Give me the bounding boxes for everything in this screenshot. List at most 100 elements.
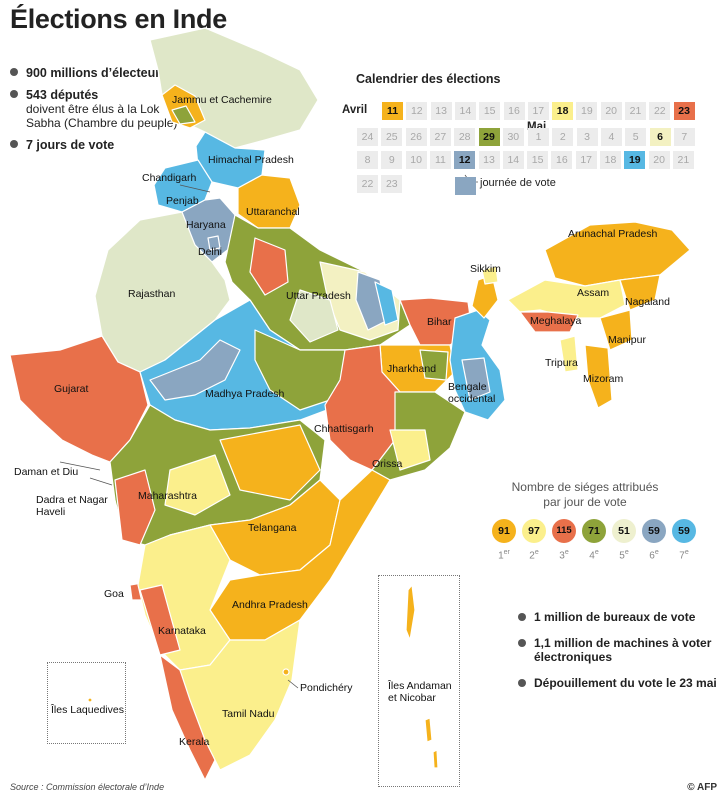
- calendar-day-may-6: 6: [649, 128, 671, 146]
- label-tamil: Tamil Nadu: [222, 708, 275, 720]
- legend-vote-label: journée de vote: [480, 177, 556, 189]
- region-wb-mid: [461, 357, 491, 401]
- seats-phase-5: 51: [612, 519, 636, 543]
- label-jammu: Jammu et Cachemire: [172, 94, 272, 106]
- label-telangana: Telangana: [248, 522, 297, 534]
- calendar-day-april-27: 27: [429, 128, 451, 146]
- label-arunachal: Arunachal Pradesh: [568, 228, 658, 240]
- seats-phase-1: 91: [492, 519, 516, 543]
- calendar-day-may-14: 14: [502, 151, 524, 169]
- region-arunachal: [544, 221, 691, 287]
- label-delhi: Delhi: [198, 246, 222, 258]
- calendar-day-may-21: 21: [672, 151, 694, 169]
- calendar-day-may-13: 13: [478, 151, 500, 169]
- label-uttaranchal: Uttaranchal: [246, 206, 300, 218]
- region-laquedives: [87, 697, 93, 703]
- fact-bold: 900 millions d’électeurs: [26, 66, 168, 80]
- region-mizoram: [584, 344, 613, 409]
- seats-phase-3: 115: [552, 519, 576, 543]
- seats-phase-6: 59: [642, 519, 666, 543]
- calendar-day-may-12: 12: [454, 151, 476, 169]
- andaman-inset: [378, 575, 460, 787]
- calendar-day-april-17: 17: [527, 102, 549, 120]
- label-kerala: Kerala: [179, 736, 210, 748]
- region-up-central: [289, 289, 339, 343]
- page-title: Élections en Inde: [10, 4, 227, 34]
- bullet-icon: [10, 140, 18, 148]
- label-himachal: Himachal Pradesh: [208, 154, 294, 166]
- region-up-west: [249, 237, 289, 296]
- fact-days: 7 jours de vote: [8, 138, 178, 152]
- calendar-day-april-21: 21: [625, 102, 646, 120]
- region-andaman: [405, 584, 416, 641]
- calendar-day-april-24: 24: [357, 128, 378, 146]
- bullet-icon: [518, 613, 526, 621]
- label-haryana: Haryana: [186, 219, 226, 231]
- seats-title: Nombre de siéges attribués par jour de v…: [511, 480, 659, 509]
- calendar-day-may-16: 16: [551, 151, 573, 169]
- calendar-day-april-28: 28: [454, 128, 476, 146]
- calendar-day-april-14: 14: [454, 102, 476, 120]
- calendar-day-april-15: 15: [479, 102, 501, 120]
- label-gujarat: Gujarat: [54, 383, 89, 395]
- region-tripura: [559, 335, 579, 373]
- label-chhattisgarh: Chhattisgarh: [314, 423, 374, 435]
- calendar-day-may-10: 10: [405, 151, 427, 169]
- stat-polling-stations: 1 million de bureaux de vote: [518, 610, 723, 624]
- label-mizoram: Mizoram: [583, 373, 624, 385]
- label-penjab: Penjab: [166, 195, 199, 207]
- calendar-april-label: Avril: [342, 104, 368, 116]
- region-kashmir-valley: [171, 105, 196, 125]
- region-sikkim: [481, 265, 499, 285]
- label-karnataka: Karnataka: [158, 625, 206, 637]
- calendar-day-april-22: 22: [649, 102, 671, 120]
- label-bengale: Bengale occidental: [448, 381, 496, 405]
- calendar-day-may-18: 18: [600, 151, 621, 169]
- region-assam: [507, 279, 626, 319]
- fact-text: doivent être élus à la Lok Sabha (Chambr…: [26, 102, 178, 130]
- calendar-day-may-23: 23: [381, 175, 403, 193]
- seats-phase-4: 71: [582, 519, 606, 543]
- seats-phase-ordinal-4: 4e: [589, 549, 599, 562]
- calendar-day-may-1: 1: [528, 128, 549, 146]
- calendar-day-may-22: 22: [357, 175, 378, 193]
- label-jharkhand: Jharkhand: [387, 363, 437, 375]
- label-orissa: Orissa: [372, 458, 403, 470]
- seats-phase-ordinal-7: 7e: [679, 549, 689, 562]
- fact-bold: 543 députés: [26, 88, 99, 102]
- calendar-day-april-18: 18: [552, 102, 574, 120]
- seats-phase-ordinal-2: 2e: [529, 549, 539, 562]
- region-jharkhand-2: [419, 349, 449, 381]
- region-nagaland: [619, 274, 661, 311]
- region-mp-west: [149, 339, 241, 401]
- election-stats: 1 million de bureaux de vote 1,1 million…: [518, 610, 723, 702]
- label-chandigarh: Chandigarh: [142, 172, 197, 184]
- calendar-day-april-12: 12: [406, 102, 428, 120]
- stat-text: 1 million de bureaux de vote: [534, 610, 696, 624]
- region-maha-east: [219, 424, 321, 501]
- calendar-day-may-15: 15: [527, 151, 549, 169]
- label-tripura: Tripura: [545, 357, 578, 369]
- legend-vote-swatch: [455, 177, 476, 195]
- label-manipur: Manipur: [608, 334, 646, 346]
- stat-count-date: Dépouillement du vote le 23 mai: [518, 676, 723, 690]
- calendar-title: Calendrier des élections: [356, 72, 501, 86]
- label-andhra: Andhra Pradesh: [232, 599, 308, 611]
- seats-phase-ordinal-6: 6e: [649, 549, 659, 562]
- calendar-day-april-13: 13: [430, 102, 452, 120]
- calendar-day-april-26: 26: [405, 128, 427, 146]
- seats-phase-ordinal-1: 1er: [498, 549, 510, 562]
- calendar-day-april-29: 29: [478, 128, 500, 146]
- fact-bold: 7 jours de vote: [26, 138, 115, 152]
- seats-phase-ordinal-5: 5e: [619, 549, 629, 562]
- calendar-day-april-23: 23: [673, 102, 695, 120]
- label-andaman: Îles Andaman et Nicobar: [388, 680, 452, 704]
- region-maha-west: [114, 469, 156, 546]
- label-bihar: Bihar: [427, 316, 452, 328]
- label-laquedives: Îles Laquedives: [51, 704, 124, 716]
- region-tamil-nadu: [179, 619, 301, 771]
- calendar-day-april-16: 16: [503, 102, 525, 120]
- region-pondichery: [282, 668, 290, 676]
- label-pondichery: Pondichéry: [300, 682, 353, 694]
- calendar-day-may-19: 19: [624, 151, 646, 169]
